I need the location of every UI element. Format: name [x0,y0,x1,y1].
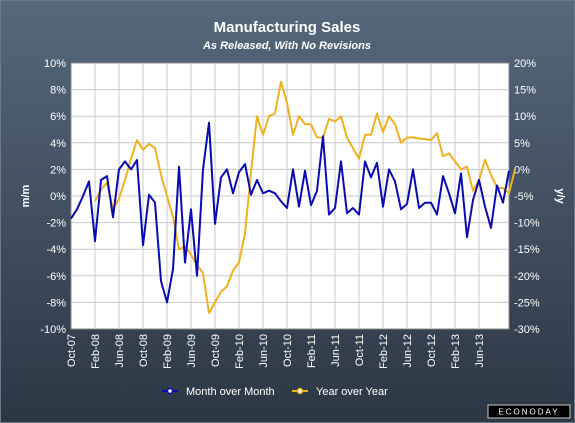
right-tick-label: -30% [514,324,540,336]
legend-mom-marker [166,387,174,395]
legend-mom-label: Month over Month [186,386,275,398]
right-tick-label: -10% [514,218,540,230]
left-tick-label: -8% [46,297,66,309]
x-tick-label: Jun-10 [258,334,270,368]
series-lines [70,80,516,314]
right-tick-label: 0% [514,164,530,176]
left-tick-label: 10% [44,58,66,70]
x-tick-label: Jun-11 [330,334,342,367]
left-tick-label: 8% [50,85,66,97]
left-tick-label: 6% [50,111,66,123]
right-axis-label: y/y [554,188,566,204]
left-axis-label: m/m [20,184,32,207]
right-tick-label: -15% [514,244,540,256]
x-tick-label: Feb-11 [306,334,318,368]
series-line-month-over-month [70,121,510,304]
right-tick-label: -20% [514,271,540,283]
brand-logo: ECONODAY [487,404,571,419]
right-tick-label: 15% [514,85,536,97]
legend-yoy-label: Year over Year [316,386,388,398]
left-tick-label: 4% [50,138,66,150]
brand-text: ECONODAY [498,408,559,417]
x-axis-ticks: Oct-07 Feb-08 Jun-08 Oct-08 Feb-09 Jun-09 Oct-… [66,334,486,369]
chart-title: Manufacturing Sales [214,19,361,36]
x-tick-label: Oct-08 [138,334,150,367]
right-tick-label: 10% [514,111,536,123]
x-tick-label: Feb-10 [234,334,246,369]
x-tick-label: Oct-07 [66,334,78,367]
x-tick-label: Jun-13 [474,334,486,368]
x-tick-label: Feb-09 [162,334,174,369]
brand-box [487,404,571,419]
left-tick-label: -10% [40,324,66,336]
left-axis-ticks: 10% 8% 6% 4% 2% 0% -2% -4% -6% -8% -10% [40,58,66,336]
right-axis-ticks: 20% 15% 10% 5% 0% -5% -10% -15% -20% -25% -30% [514,58,540,336]
x-tick-label: Feb-08 [90,334,102,369]
right-tick-label: -5% [514,191,534,203]
left-tick-label: 0% [50,191,66,203]
x-tick-label: Feb-12 [378,334,390,369]
chart-subtitle: As Released, With No Revisions [202,40,371,52]
x-tick-label: Jun-08 [114,334,126,368]
x-tick-label: Jun-12 [402,334,414,368]
series-line-year-over-year [94,80,516,314]
left-tick-label: -4% [46,244,66,256]
legend: Month over Month Year over Year [162,386,388,398]
left-tick-label: -6% [46,271,66,283]
x-tick-label: Oct-11 [354,334,366,366]
x-tick-label: Oct-09 [210,334,222,367]
x-tick-label: Feb-13 [450,334,462,369]
left-tick-label: 2% [50,164,66,176]
right-tick-label: -25% [514,297,540,309]
right-tick-label: 20% [514,58,536,70]
x-tick-label: Oct-12 [426,334,438,367]
right-tick-label: 5% [514,138,530,150]
x-tick-label: Jun-09 [186,334,198,368]
x-tick-label: Oct-10 [282,334,294,367]
left-tick-label: -2% [46,218,66,230]
legend-yoy-marker [296,387,304,395]
